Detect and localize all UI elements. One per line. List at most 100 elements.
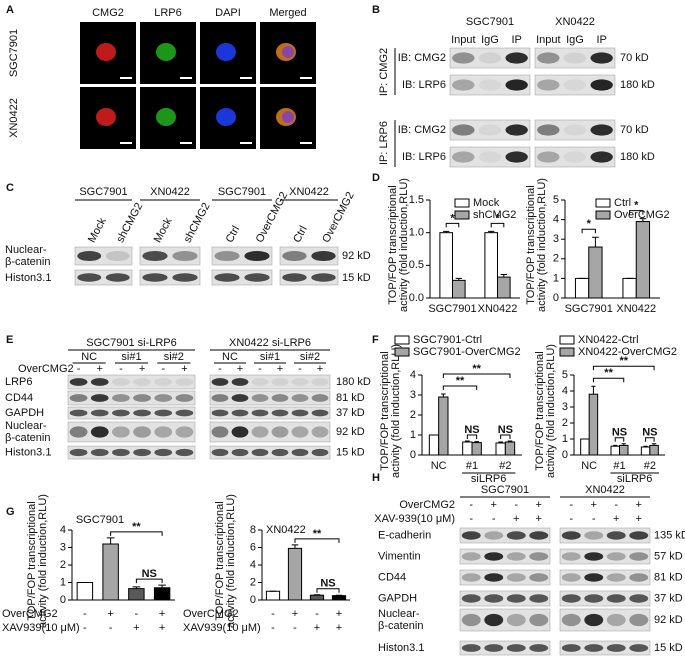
lane-label: OverCMG2 (320, 190, 357, 245)
blot-band (484, 573, 504, 582)
row-label: Vimentin (378, 550, 421, 562)
treatment-label: XAV-939(10 μM) (374, 513, 455, 525)
size-label: 15 kD (654, 642, 683, 654)
legend-swatch (595, 210, 611, 220)
blot-band (505, 124, 528, 136)
group-header: XN0422 (585, 484, 625, 496)
blot-band (251, 426, 269, 438)
blot (459, 569, 551, 586)
size-label: 15 kD (342, 272, 371, 284)
blot (459, 608, 551, 632)
sign: + (133, 622, 139, 634)
significance-label: ** (604, 367, 613, 379)
error-bar (507, 440, 513, 442)
bar (287, 547, 303, 601)
x-tick-label: #2 (499, 460, 511, 472)
blot-band (537, 151, 560, 163)
error-bar (455, 277, 462, 281)
blot (459, 640, 551, 656)
sign: + (277, 363, 283, 375)
blot-band (584, 644, 604, 652)
significance-bracket (500, 434, 511, 439)
error-bar (621, 443, 626, 446)
x-tick-label: #2 (644, 460, 656, 472)
lane-label: Input (451, 34, 475, 46)
size-label: 180 kD (620, 79, 655, 91)
blot-band (77, 250, 102, 262)
sign: - (161, 363, 165, 375)
sign: - (218, 363, 222, 375)
group-header: XN0422 si-LRP6 (229, 337, 311, 349)
blot-band (484, 644, 504, 652)
row-label: β-catenin (378, 620, 423, 632)
blot-band (244, 250, 270, 262)
significance-bracket (442, 385, 478, 390)
blot-band (90, 394, 109, 402)
blot-band (452, 52, 475, 64)
blot-band (90, 378, 109, 386)
column-header: CMG2 (92, 7, 124, 19)
column-header: LRP6 (154, 7, 182, 19)
significance-bracket (614, 437, 625, 442)
blot-band (175, 426, 194, 438)
blot-band (133, 394, 151, 402)
sign: - (83, 622, 87, 634)
sign: + (237, 363, 243, 375)
blot (534, 146, 616, 168)
sign: - (83, 608, 87, 620)
row-label: XN0422 (8, 98, 20, 138)
legend-swatch (394, 335, 410, 345)
treatment-label: OverCMG2 (18, 363, 74, 375)
blot-band (105, 273, 130, 282)
sign: - (271, 608, 275, 620)
group-header: XN0422 (150, 186, 190, 198)
chart-title: SGC7901 (76, 514, 124, 526)
blot-band (529, 594, 549, 603)
bar (622, 277, 637, 299)
bar (428, 434, 440, 456)
blot-band (211, 409, 229, 417)
blot-band (154, 394, 173, 402)
blot-band (506, 613, 526, 627)
sign: - (77, 363, 81, 375)
size-label: 70 kD (620, 52, 649, 64)
row-label: GAPDH (378, 592, 417, 604)
x-tick-label: XN0422 (616, 303, 656, 315)
sign: - (135, 608, 139, 620)
size-label: 81 kD (654, 571, 683, 583)
blot-band (629, 552, 649, 561)
cell (96, 43, 116, 61)
sign: + (336, 608, 342, 620)
cell (282, 111, 294, 123)
blot (449, 74, 531, 96)
y-tick-label: 2 (250, 576, 256, 588)
blot-band (112, 378, 130, 386)
blot-band (251, 394, 269, 402)
blot-band (231, 409, 249, 417)
blot-band (69, 378, 88, 386)
blot (459, 527, 551, 544)
blot (449, 119, 531, 141)
blot-band (231, 378, 249, 386)
blot-band (251, 448, 269, 457)
bar (610, 445, 620, 456)
lane-label: si#1 (121, 351, 141, 363)
blot-band (69, 448, 88, 457)
blot-band (590, 151, 613, 163)
blot-band (506, 531, 526, 540)
row-label: CD44 (378, 571, 406, 583)
significance-bracket (592, 377, 625, 383)
error-bar (488, 230, 495, 233)
error-bar (498, 441, 503, 443)
y-tick-label: 1 (410, 429, 416, 441)
bar (497, 276, 511, 299)
blot-band (629, 644, 649, 652)
legend-label: XN0422-Ctrl (578, 334, 639, 346)
y-tick-label: 0 (553, 292, 559, 304)
blot-band (629, 531, 649, 540)
y-tick-label: 5 (553, 194, 559, 206)
significance-bracket (581, 228, 596, 234)
condition-label: XAV939(10 μM) (2, 622, 80, 634)
blot-band (563, 79, 587, 91)
blot-band (537, 124, 560, 136)
